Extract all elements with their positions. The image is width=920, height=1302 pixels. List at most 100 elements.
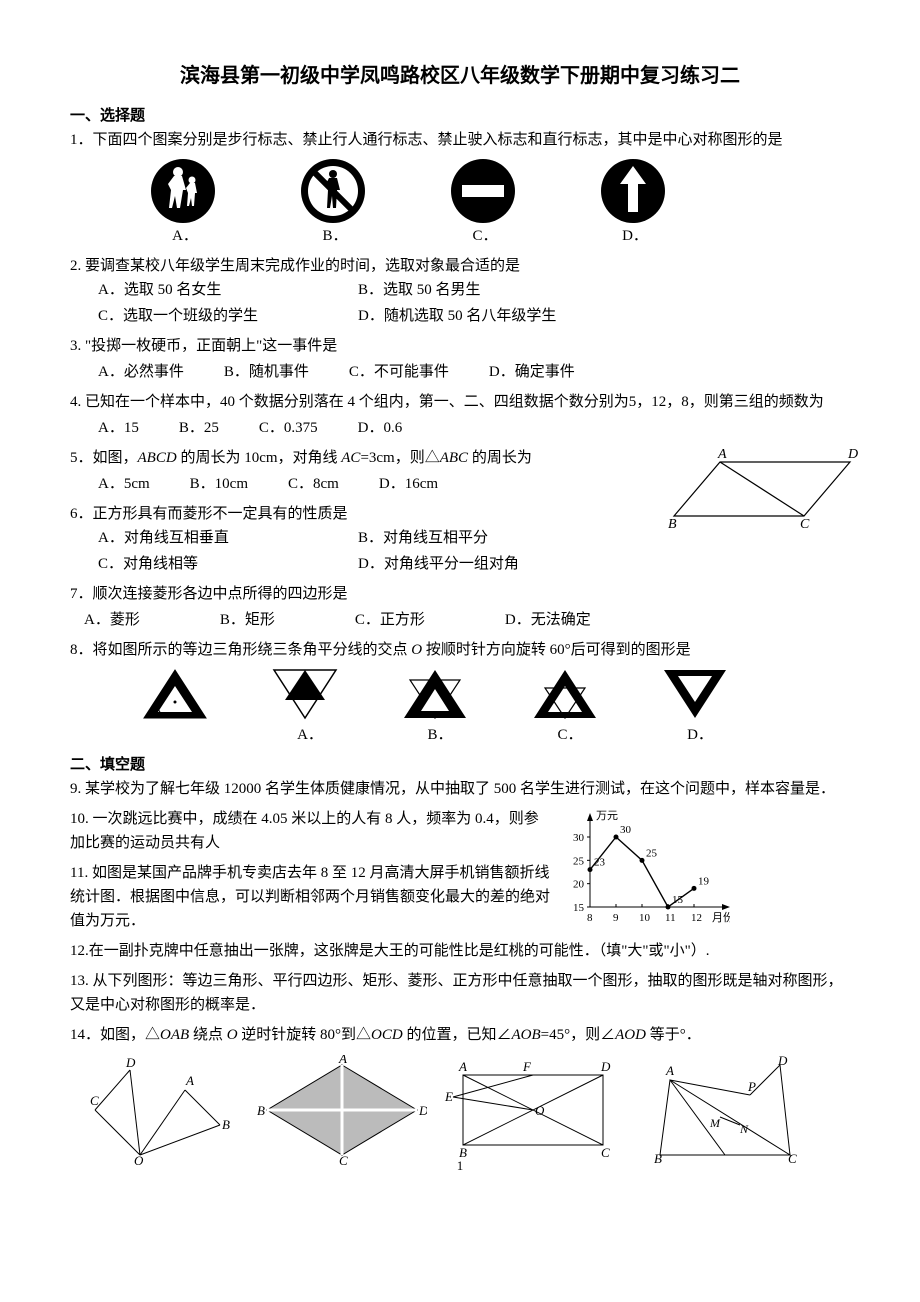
q4-opt-a: A．15: [98, 416, 139, 440]
section-2-heading: 二、填空题: [70, 753, 850, 777]
fig-14-1: O A B C D: [90, 1055, 240, 1165]
q2-opt-c: C．选取一个班级的学生: [98, 304, 358, 328]
svg-text:O: O: [535, 1103, 545, 1118]
q13-text: 13. 从下列图形：等边三角形、平行四边形、矩形、菱形、正方形中任意抽取一个图形…: [70, 969, 850, 1017]
question-10: 10. 一次跳远比赛中，成绩在 4.05 米以上的人有 8 人，频率为 0.4，…: [70, 807, 850, 855]
fig-14-4: A B C D P M N: [640, 1055, 810, 1165]
q1-icon-c: [450, 158, 520, 224]
q5-text: 5．如图，ABCD 的周长为 10cm，对角线 AC=3cm，则△ABC 的周长…: [70, 446, 850, 470]
q4-text: 4. 已知在一个样本中，40 个数据分别落在 4 个组内，第一、二、四组数据个数…: [70, 390, 850, 414]
q6-text: 6．正方形具有而菱形不一定具有的性质是: [70, 502, 850, 526]
question-4: 4. 已知在一个样本中，40 个数据分别落在 4 个组内，第一、二、四组数据个数…: [70, 390, 850, 440]
q9-text: 9. 某学校为了解七年级 12000 名学生体质健康情况，从中抽取了 500 名…: [70, 777, 850, 801]
question-14: 14．如图，△OAB 绕点 O 逆时针旋转 80°到△OCD 的位置，已知∠AO…: [70, 1023, 850, 1047]
q14-text: 14．如图，△OAB 绕点 O 逆时针旋转 80°到△OCD 的位置，已知∠AO…: [70, 1023, 850, 1047]
q8-labels: A． B． C． D．: [70, 723, 850, 747]
q11-text: 11. 如图是某国产品牌手机专卖店去年 8 至 12 月高清大屏手机销售额折线统…: [70, 861, 550, 933]
q3-opt-b: B．随机事件: [224, 360, 309, 384]
q3-text: 3. "投掷一枚硬币，正面朝上"这一事件是: [70, 334, 850, 358]
q8-fig-b: [400, 668, 480, 723]
svg-text:A: A: [338, 1055, 347, 1066]
q8-fig-a: [270, 668, 350, 723]
svg-text:E: E: [444, 1089, 453, 1104]
q8-fig-orig: O: [140, 668, 220, 723]
question-8: 8．将如图所示的等边三角形绕三条角平分线的交点 O 按顺时针方向旋转 60°后可…: [70, 638, 850, 747]
q2-opt-a: A．选取 50 名女生: [98, 278, 358, 302]
fig-14-3: A D B C E F O: [443, 1055, 623, 1165]
q1-label-d: D．: [600, 224, 670, 248]
q1-icons: [70, 158, 850, 224]
question-5: 5．如图，ABCD 的周长为 10cm，对角线 AC=3cm，则△ABC 的周长…: [70, 446, 850, 496]
q5-opt-c: C．8cm: [288, 472, 339, 496]
q1-icon-d: [600, 158, 670, 224]
q8-fig-c: [530, 668, 610, 723]
q3-opt-d: D．确定事件: [489, 360, 575, 384]
bottom-figures: O A B C D A B C D A D B C E F O A B: [70, 1055, 850, 1165]
question-6: 6．正方形具有而菱形不一定具有的性质是 A．对角线互相垂直 B．对角线互相平分 …: [70, 502, 850, 576]
q6-opt-c: C．对角线相等: [98, 552, 358, 576]
question-7: 7．顺次连接菱形各边中点所得的四边形是 A．菱形 B．矩形 C．正方形 D．无法…: [70, 582, 850, 632]
svg-text:D: D: [125, 1055, 136, 1070]
q8-label-b: B．: [400, 723, 480, 747]
q8-label-c: C．: [530, 723, 610, 747]
q5-opt-a: A．5cm: [98, 472, 150, 496]
q2-text: 2. 要调查某校八年级学生周末完成作业的时间，选取对象最合适的是: [70, 254, 850, 278]
svg-text:N: N: [739, 1122, 749, 1136]
question-1: 1．下面四个图案分别是步行标志、禁止行人通行标志、禁止驶入标志和直行标志，其中是…: [70, 128, 850, 248]
q5-opt-d: D．16cm: [379, 472, 438, 496]
q10-text: 10. 一次跳远比赛中，成绩在 4.05 米以上的人有 8 人，频率为 0.4，…: [70, 807, 550, 855]
q1-text: 1．下面四个图案分别是步行标志、禁止行人通行标志、禁止驶入标志和直行标志，其中是…: [70, 128, 850, 152]
page-number: 1: [0, 1156, 920, 1177]
q2-opt-d: D．随机选取 50 名八年级学生: [358, 304, 850, 328]
q7-text: 7．顺次连接菱形各边中点所得的四边形是: [70, 582, 850, 606]
svg-text:M: M: [709, 1116, 721, 1130]
q1-labels: A． B． C． D．: [70, 224, 850, 248]
q6-opt-a: A．对角线互相垂直: [98, 526, 358, 550]
svg-text:D: D: [777, 1055, 788, 1068]
q1-icon-a: [150, 158, 220, 224]
svg-text:B: B: [222, 1117, 230, 1132]
svg-text:P: P: [747, 1079, 756, 1094]
svg-text:O: O: [152, 706, 161, 720]
q1-label-a: A．: [150, 224, 220, 248]
fig-14-2: A B C D: [257, 1055, 427, 1165]
q8-text: 8．将如图所示的等边三角形绕三条角平分线的交点 O 按顺时针方向旋转 60°后可…: [70, 638, 850, 662]
q1-label-b: B．: [300, 224, 370, 248]
q7-opt-c: C．正方形: [355, 608, 425, 632]
svg-text:A: A: [458, 1059, 467, 1074]
q7-opt-b: B．矩形: [220, 608, 275, 632]
svg-text:D: D: [600, 1059, 611, 1074]
section-1-heading: 一、选择题: [70, 104, 850, 128]
svg-text:A: A: [185, 1073, 194, 1088]
question-3: 3. "投掷一枚硬币，正面朝上"这一事件是 A．必然事件 B．随机事件 C．不可…: [70, 334, 850, 384]
q5-opt-b: B．10cm: [190, 472, 248, 496]
q6-opt-d: D．对角线平分一组对角: [358, 552, 850, 576]
q1-icon-b: [300, 158, 370, 224]
svg-text:C: C: [90, 1093, 99, 1108]
q6-opt-b: B．对角线互相平分: [358, 526, 850, 550]
q8-fig-d: [660, 668, 740, 723]
q4-opt-b: B．25: [179, 416, 219, 440]
question-12: 12.在一副扑克牌中任意抽出一张牌，这张牌是大王的可能性比是红桃的可能性．（填"…: [70, 939, 850, 963]
q7-opt-a: A．菱形: [84, 608, 140, 632]
q3-opt-a: A．必然事件: [98, 360, 184, 384]
question-2: 2. 要调查某校八年级学生周末完成作业的时间，选取对象最合适的是 A．选取 50…: [70, 254, 850, 328]
svg-text:F: F: [522, 1059, 532, 1074]
q12-text: 12.在一副扑克牌中任意抽出一张牌，这张牌是大王的可能性比是红桃的可能性．（填"…: [70, 939, 850, 963]
q2-opt-b: B．选取 50 名男生: [358, 278, 850, 302]
page-title: 滨海县第一初级中学凤鸣路校区八年级数学下册期中复习练习二: [70, 60, 850, 92]
q7-opt-d: D．无法确定: [505, 608, 591, 632]
q8-label-d: D．: [660, 723, 740, 747]
q4-opt-d: D．0.6: [358, 416, 403, 440]
q1-label-c: C．: [450, 224, 520, 248]
svg-text:D: D: [418, 1103, 427, 1118]
q4-opt-c: C．0.375: [259, 416, 318, 440]
svg-text:B: B: [257, 1103, 265, 1118]
q3-opt-c: C．不可能事件: [349, 360, 449, 384]
q8-label-a: A．: [270, 723, 350, 747]
svg-text:A: A: [665, 1063, 674, 1078]
question-11: 11. 如图是某国产品牌手机专卖店去年 8 至 12 月高清大屏手机销售额折线统…: [70, 861, 850, 933]
q8-figures: O: [70, 668, 850, 723]
question-13: 13. 从下列图形：等边三角形、平行四边形、矩形、菱形、正方形中任意抽取一个图形…: [70, 969, 850, 1017]
question-9: 9. 某学校为了解七年级 12000 名学生体质健康情况，从中抽取了 500 名…: [70, 777, 850, 801]
